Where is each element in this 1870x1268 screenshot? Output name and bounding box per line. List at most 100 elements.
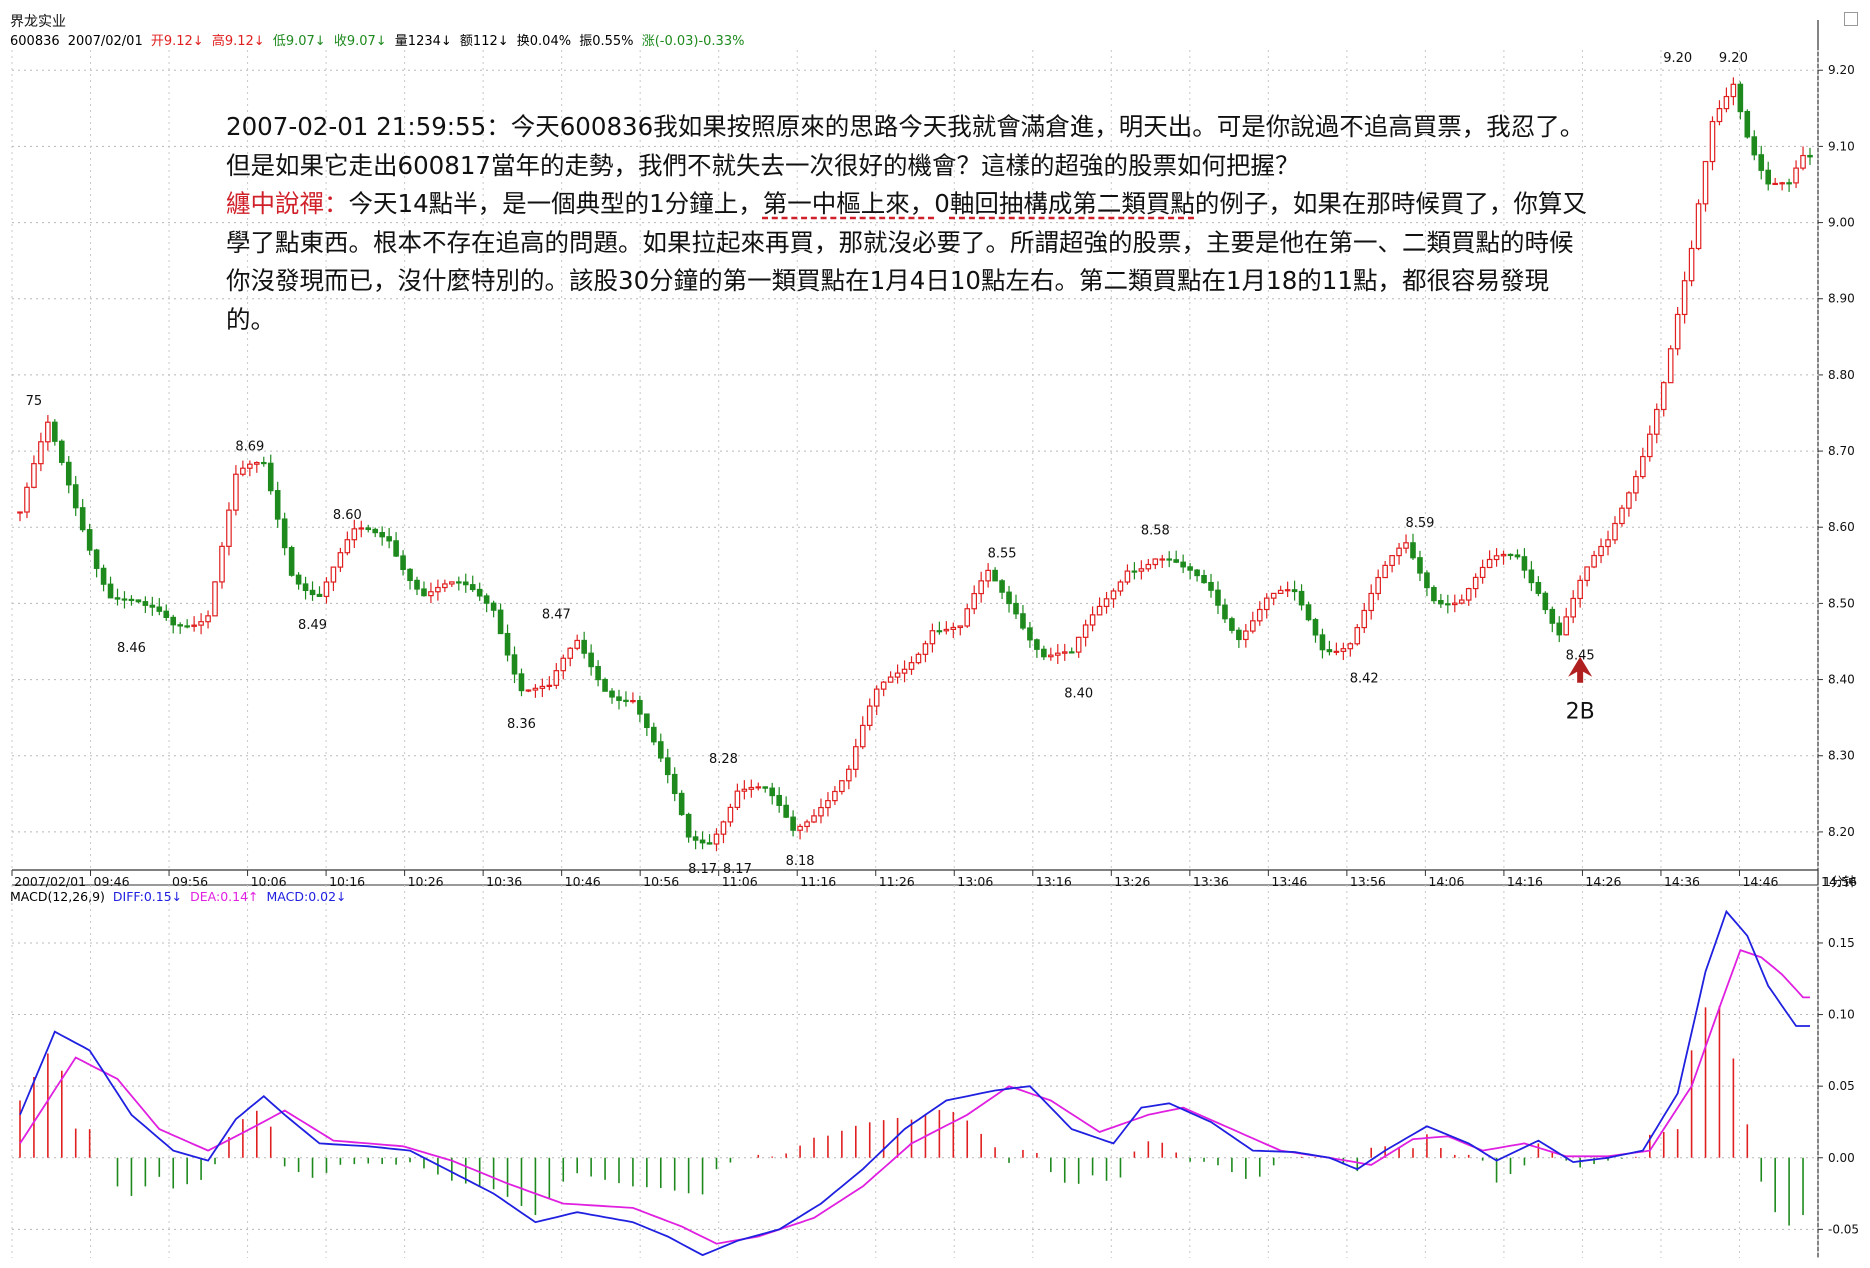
quote-turnover: 换0.04%: [516, 34, 572, 49]
candle-up: [24, 486, 30, 513]
candle-down: [762, 786, 769, 789]
commentary-text: 2007-02-01 21:59:55：今天600836我如果按照原來的思路今天…: [226, 108, 1596, 339]
candle-up: [915, 653, 922, 664]
candle-up: [226, 509, 232, 547]
candle-up: [908, 662, 915, 670]
candle-up: [1605, 539, 1611, 548]
price-y-tick-label: 8.60: [1828, 520, 1855, 534]
candle-up: [1472, 576, 1479, 590]
candle-down: [379, 532, 385, 538]
restore-window-icon[interactable]: [1844, 12, 1858, 26]
macd-dea-line: [19, 948, 1810, 1245]
candle-down: [588, 652, 594, 668]
candle-down: [1229, 618, 1235, 631]
candle-down: [616, 696, 622, 701]
price-extreme-label: 8.59: [1405, 516, 1434, 531]
candle-down: [462, 581, 469, 586]
candle-down: [504, 632, 511, 656]
candle-up: [351, 528, 358, 541]
candle-up: [755, 786, 762, 789]
candle-down: [142, 601, 149, 606]
x-tick-label: 13:16: [1036, 874, 1072, 889]
candle-down: [518, 673, 525, 692]
candle-up: [1354, 626, 1361, 645]
candle-down: [671, 773, 678, 795]
candle-up: [1159, 558, 1166, 561]
candle-up: [442, 583, 448, 589]
candle-up: [1681, 280, 1688, 316]
price-extreme-label: 8.55: [988, 546, 1017, 561]
candle-down: [1312, 619, 1319, 636]
candle-down: [776, 794, 782, 806]
candle-down: [657, 741, 664, 759]
answer-text-b: 0: [934, 189, 950, 218]
macd-diff-line: [19, 909, 1810, 1257]
candle-up: [240, 467, 246, 475]
candle-down: [1173, 559, 1179, 563]
candle-down: [1027, 627, 1033, 641]
candle-down: [1298, 590, 1305, 606]
candle-down: [281, 518, 288, 549]
candle-down: [490, 602, 497, 611]
candle-up: [1730, 83, 1737, 98]
candle-down: [1201, 574, 1207, 584]
price-extreme-label: 9.20: [1719, 51, 1748, 66]
candle-up: [1340, 648, 1347, 652]
candle-up: [832, 790, 838, 802]
candle-up: [337, 552, 344, 568]
candle-up: [1243, 630, 1249, 641]
candle-up: [247, 463, 253, 469]
candle-down: [309, 589, 316, 596]
candle-down: [100, 567, 107, 585]
candle-up: [741, 788, 748, 792]
macd-diff-value: DIFF:0.15↓: [112, 889, 183, 904]
candle-down: [163, 610, 170, 618]
x-tick-label: 11:06: [722, 874, 758, 889]
candle-up: [1110, 590, 1117, 600]
quote-bar: 600836 2007/02/01 开9.12↓ 高9.12↓ 低9.07↓ 收…: [10, 34, 748, 50]
candle-up: [957, 625, 964, 629]
answer-text-a: 今天14點半，是一個典型的1分鐘上，: [348, 189, 763, 218]
candle-up: [1347, 643, 1354, 650]
x-tick-label: 14:56: [1821, 874, 1857, 889]
candle-up: [1465, 587, 1472, 601]
candle-down: [1528, 569, 1535, 584]
candle-up: [31, 463, 37, 488]
candle-down: [1807, 154, 1813, 158]
candle-down: [678, 792, 685, 816]
candle-down: [1521, 556, 1528, 571]
candle-down: [936, 630, 943, 633]
candle-down: [386, 536, 392, 542]
x-tick-label: 14:36: [1664, 874, 1700, 889]
candle-down: [135, 599, 142, 603]
candle-up: [839, 780, 845, 793]
x-tick-label: 14:16: [1507, 874, 1543, 889]
price-y-tick-label: 8.40: [1828, 673, 1855, 687]
macd-header: MACD(12,26,9) DIFF:0.15↓ DEA:0.14↑ MACD:…: [10, 889, 351, 905]
candle-up: [1695, 203, 1702, 250]
quote-date: 2007/02/01: [67, 34, 143, 49]
answer-text-c: 的例子，如果在那時候買了，你算又學了點東西。根本不存在追高的問題。如果拉起來再買…: [226, 189, 1587, 334]
candle-up: [811, 815, 817, 823]
price-y-tick-label: 8.20: [1828, 825, 1855, 839]
candle-down: [1445, 603, 1451, 606]
price-extreme-label: 8.36: [507, 717, 536, 732]
candle-up: [1493, 555, 1500, 561]
candle-down: [769, 787, 776, 797]
candle-up: [1591, 554, 1597, 568]
candle-down: [1744, 110, 1751, 138]
candle-up: [922, 643, 929, 655]
candle-down: [1737, 83, 1744, 113]
candle-up: [1793, 167, 1799, 184]
candle-up: [887, 676, 894, 683]
x-tick-label: 13:06: [957, 874, 993, 889]
candle-up: [630, 700, 636, 703]
candle-up: [1075, 636, 1082, 653]
candle-up: [198, 621, 204, 626]
x-tick-label: 2007/02/01: [14, 874, 86, 889]
quote-open: 开9.12↓: [150, 34, 204, 49]
candle-down: [72, 484, 79, 509]
candle-down: [267, 462, 274, 492]
candle-down: [1556, 622, 1563, 636]
x-tick-label: 13:36: [1193, 874, 1229, 889]
